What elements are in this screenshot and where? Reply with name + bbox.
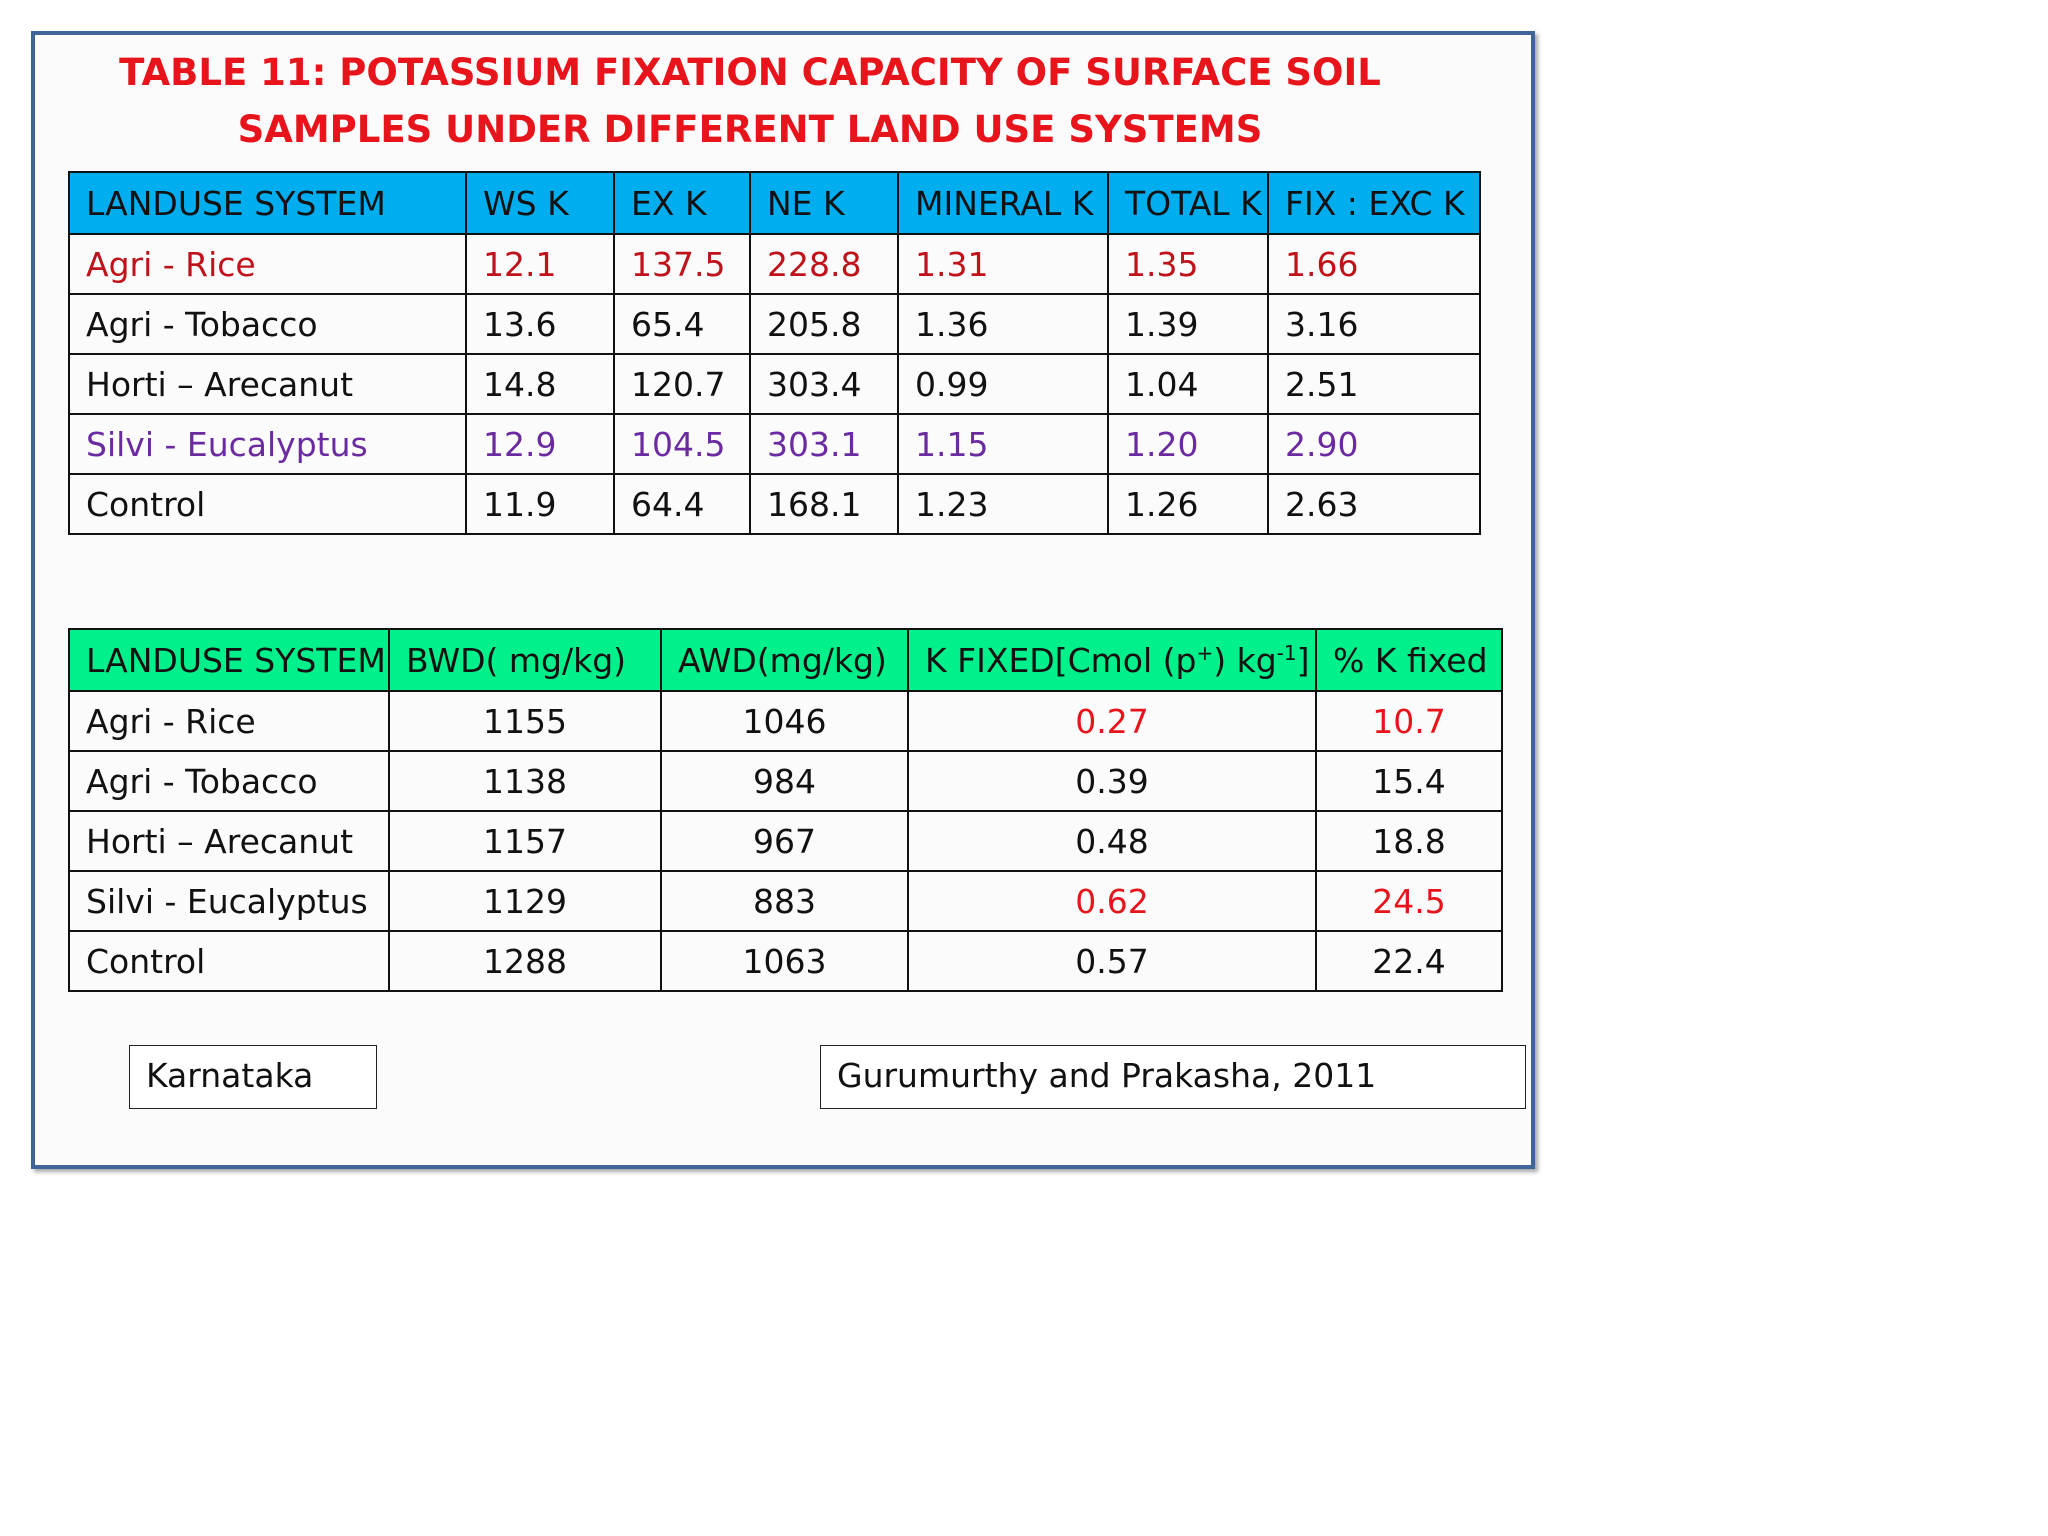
k-fixed-bracket: ] — [1296, 640, 1310, 680]
landuse-cell: Agri - Tobacco — [68, 293, 467, 355]
column-header-ex-k: EX K — [613, 171, 751, 235]
total-k-cell: 1.04 — [1107, 353, 1269, 415]
column-header-landuse: LANDUSE SYSTEM — [68, 171, 467, 235]
k-fixed-unit-label: ) kg — [1213, 640, 1277, 680]
table-row: Control 1288 1063 0.57 22.4 — [68, 930, 1503, 992]
mineral-k-cell: 1.31 — [897, 233, 1109, 295]
column-header-k-fixed: K FIXED[Cmol (p+) kg-1] — [907, 628, 1317, 692]
k-fixed-cell: 0.39 — [907, 750, 1317, 812]
table-header-row: LANDUSE SYSTEM WS K EX K NE K MINERAL K … — [68, 171, 1481, 235]
ne-k-cell: 303.4 — [749, 353, 899, 415]
awd-cell: 1063 — [660, 930, 909, 992]
fix-exc-k-cell: 2.51 — [1267, 353, 1481, 415]
ws-k-cell: 12.9 — [465, 413, 615, 475]
percent-k-fixed-cell: 15.4 — [1315, 750, 1503, 812]
ne-k-cell: 303.1 — [749, 413, 899, 475]
table-row: Agri - Tobacco 13.6 65.4 205.8 1.36 1.39… — [68, 293, 1481, 355]
landuse-cell: Agri - Tobacco — [68, 750, 390, 812]
table-row: Silvi - Eucalyptus 1129 883 0.62 24.5 — [68, 870, 1503, 932]
table-row: Control 11.9 64.4 168.1 1.23 1.26 2.63 — [68, 473, 1481, 535]
awd-cell: 1046 — [660, 690, 909, 752]
ws-k-cell: 12.1 — [465, 233, 615, 295]
column-header-landuse: LANDUSE SYSTEM — [68, 628, 390, 692]
bwd-cell: 1157 — [388, 810, 662, 872]
ex-k-cell: 65.4 — [613, 293, 751, 355]
table-header-row: LANDUSE SYSTEM BWD( mg/kg) AWD(mg/kg) K … — [68, 628, 1503, 692]
table-title-line-2: SAMPLES UNDER DIFFERENT LAND USE SYSTEMS — [237, 108, 1263, 151]
mineral-k-cell: 1.23 — [897, 473, 1109, 535]
table-row: Agri - Rice 12.1 137.5 228.8 1.31 1.35 1… — [68, 233, 1481, 295]
landuse-cell: Silvi - Eucalyptus — [68, 870, 390, 932]
ex-k-cell: 137.5 — [613, 233, 751, 295]
landuse-cell: Agri - Rice — [68, 233, 467, 295]
table-row: Horti – Arecanut 1157 967 0.48 18.8 — [68, 810, 1503, 872]
charge-superscript: + — [1196, 640, 1214, 665]
column-header-fix-exc-k: FIX : EXC K — [1267, 171, 1481, 235]
column-header-ne-k: NE K — [749, 171, 899, 235]
table-row: Agri - Rice 1155 1046 0.27 10.7 — [68, 690, 1503, 752]
awd-cell: 967 — [660, 810, 909, 872]
fix-exc-k-cell: 2.63 — [1267, 473, 1481, 535]
fix-exc-k-cell: 1.66 — [1267, 233, 1481, 295]
awd-cell: 984 — [660, 750, 909, 812]
landuse-cell: Horti – Arecanut — [68, 353, 467, 415]
column-header-bwd: BWD( mg/kg) — [388, 628, 662, 692]
exponent-superscript: -1 — [1276, 640, 1297, 665]
ex-k-cell: 104.5 — [613, 413, 751, 475]
ws-k-cell: 13.6 — [465, 293, 615, 355]
bwd-cell: 1129 — [388, 870, 662, 932]
potassium-fixed-table: LANDUSE SYSTEM BWD( mg/kg) AWD(mg/kg) K … — [68, 628, 1503, 992]
region-label-box: Karnataka — [129, 1045, 377, 1109]
ne-k-cell: 205.8 — [749, 293, 899, 355]
fix-exc-k-cell: 3.16 — [1267, 293, 1481, 355]
percent-k-fixed-cell: 18.8 — [1315, 810, 1503, 872]
percent-k-fixed-cell: 24.5 — [1315, 870, 1503, 932]
bwd-cell: 1138 — [388, 750, 662, 812]
percent-k-fixed-cell: 22.4 — [1315, 930, 1503, 992]
landuse-cell: Control — [68, 930, 390, 992]
fix-exc-k-cell: 2.90 — [1267, 413, 1481, 475]
landuse-cell: Control — [68, 473, 467, 535]
ex-k-cell: 120.7 — [613, 353, 751, 415]
k-fixed-cell: 0.62 — [907, 870, 1317, 932]
source-citation-box: Gurumurthy and Prakasha, 2011 — [820, 1045, 1526, 1109]
landuse-cell: Agri - Rice — [68, 690, 390, 752]
k-fixed-label: K FIXED[Cmol (p — [925, 640, 1197, 680]
column-header-percent-k-fixed: % K fixed — [1315, 628, 1503, 692]
column-header-mineral-k: MINERAL K — [897, 171, 1109, 235]
ne-k-cell: 168.1 — [749, 473, 899, 535]
mineral-k-cell: 1.15 — [897, 413, 1109, 475]
total-k-cell: 1.39 — [1107, 293, 1269, 355]
total-k-cell: 1.35 — [1107, 233, 1269, 295]
total-k-cell: 1.20 — [1107, 413, 1269, 475]
k-fixed-cell: 0.48 — [907, 810, 1317, 872]
table-row: Agri - Tobacco 1138 984 0.39 15.4 — [68, 750, 1503, 812]
bwd-cell: 1155 — [388, 690, 662, 752]
percent-k-fixed-cell: 10.7 — [1315, 690, 1503, 752]
landuse-cell: Horti – Arecanut — [68, 810, 390, 872]
table-title-line-1: TABLE 11: POTASSIUM FIXATION CAPACITY OF… — [119, 51, 1381, 94]
table-row: Horti – Arecanut 14.8 120.7 303.4 0.99 1… — [68, 353, 1481, 415]
k-fixed-cell: 0.27 — [907, 690, 1317, 752]
ex-k-cell: 64.4 — [613, 473, 751, 535]
column-header-ws-k: WS K — [465, 171, 615, 235]
awd-cell: 883 — [660, 870, 909, 932]
ne-k-cell: 228.8 — [749, 233, 899, 295]
mineral-k-cell: 1.36 — [897, 293, 1109, 355]
landuse-cell: Silvi - Eucalyptus — [68, 413, 467, 475]
potassium-fractions-table: LANDUSE SYSTEM WS K EX K NE K MINERAL K … — [68, 171, 1481, 535]
total-k-cell: 1.26 — [1107, 473, 1269, 535]
mineral-k-cell: 0.99 — [897, 353, 1109, 415]
ws-k-cell: 11.9 — [465, 473, 615, 535]
column-header-awd: AWD(mg/kg) — [660, 628, 909, 692]
table-row: Silvi - Eucalyptus 12.9 104.5 303.1 1.15… — [68, 413, 1481, 475]
k-fixed-cell: 0.57 — [907, 930, 1317, 992]
ws-k-cell: 14.8 — [465, 353, 615, 415]
bwd-cell: 1288 — [388, 930, 662, 992]
column-header-total-k: TOTAL K — [1107, 171, 1269, 235]
